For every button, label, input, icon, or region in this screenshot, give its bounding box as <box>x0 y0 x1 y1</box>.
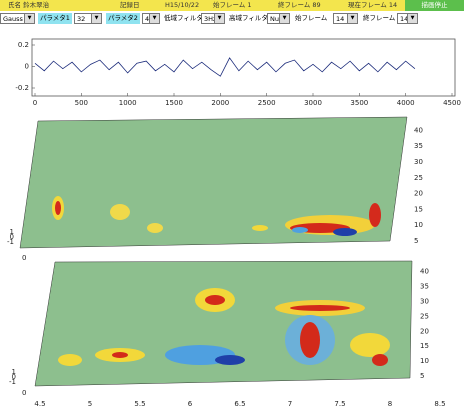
z-tick-label: 20 <box>420 327 429 335</box>
z-tick-label: 40 <box>414 126 423 134</box>
x-tick-label: 4000 <box>397 99 415 107</box>
x-tick-label: 2000 <box>211 99 229 107</box>
x-tick-label: 7 <box>288 400 292 408</box>
z-tick-label: 10 <box>414 221 423 229</box>
left-tick-label: -1 <box>7 238 14 246</box>
x-tick-label: 4.5 <box>34 400 45 408</box>
y-tick-label: -0.2 <box>15 84 29 92</box>
z-tick-label: 30 <box>420 298 429 306</box>
x-tick-label: 4500 <box>443 99 461 107</box>
plots: -0.200.205001000150020002500300035004000… <box>0 0 464 413</box>
z-tick-label: 40 <box>420 268 429 276</box>
z-tick-label: 25 <box>420 312 429 320</box>
z-tick-label: 15 <box>420 342 429 350</box>
y-tick-label: 0 <box>25 63 29 71</box>
x-tick-label: 5 <box>88 400 92 408</box>
z-tick-label: 35 <box>420 283 429 291</box>
x-tick-label: 7.5 <box>334 400 345 408</box>
x-tick-label: 8.5 <box>434 400 445 408</box>
waveform-frame <box>32 39 455 96</box>
x-tick-label: 3500 <box>350 99 368 107</box>
x-tick-label: 2500 <box>258 99 276 107</box>
x-tick-label: 0 <box>33 99 37 107</box>
x-tick-label: 6.5 <box>234 400 245 408</box>
corner-label: 0 <box>22 389 26 397</box>
corner-label: 0 <box>22 254 26 262</box>
z-tick-label: 25 <box>414 174 423 182</box>
x-tick-label: 500 <box>75 99 88 107</box>
z-tick-label: 5 <box>414 237 418 245</box>
z-tick-label: 5 <box>420 372 424 380</box>
z-tick-label: 20 <box>414 190 423 198</box>
x-tick-label: 6 <box>188 400 193 408</box>
z-tick-label: 15 <box>414 205 423 213</box>
x-tick-label: 1500 <box>165 99 183 107</box>
x-tick-label: 1000 <box>119 99 137 107</box>
app-window: 氏名 鈴木翠治 記録日 H15/10/22 始フレーム 1 終フレーム 89 現… <box>0 0 464 413</box>
x-tick-label: 3000 <box>304 99 322 107</box>
surface-bottom <box>35 261 412 386</box>
z-tick-label: 35 <box>414 142 423 150</box>
z-tick-label: 10 <box>420 357 429 365</box>
left-tick-label: -1 <box>9 378 16 386</box>
x-tick-label: 5.5 <box>134 400 145 408</box>
x-tick-label: 8 <box>388 400 392 408</box>
y-tick-label: 0.2 <box>18 41 29 49</box>
z-tick-label: 30 <box>414 158 423 166</box>
